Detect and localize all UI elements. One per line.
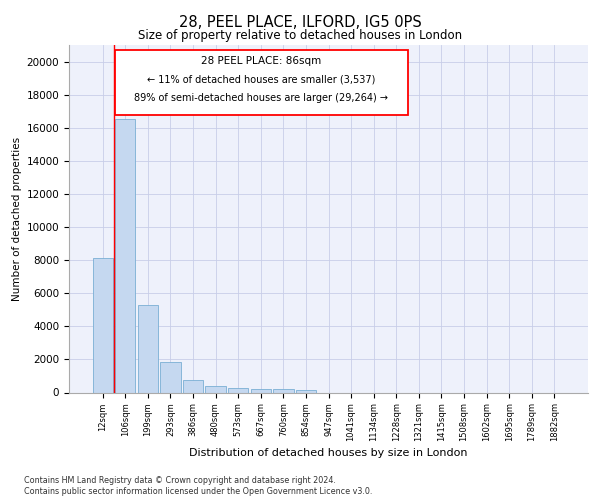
Text: 89% of semi-detached houses are larger (29,264) →: 89% of semi-detached houses are larger (…: [134, 92, 388, 102]
Text: 28 PEEL PLACE: 86sqm: 28 PEEL PLACE: 86sqm: [201, 56, 322, 66]
Text: Contains public sector information licensed under the Open Government Licence v3: Contains public sector information licen…: [24, 487, 373, 496]
Y-axis label: Number of detached properties: Number of detached properties: [13, 136, 22, 301]
Bar: [251, 389, 271, 392]
Text: Contains HM Land Registry data © Crown copyright and database right 2024.: Contains HM Land Registry data © Crown c…: [24, 476, 336, 485]
Bar: [296, 390, 316, 392]
Bar: [138, 305, 158, 392]
Bar: [92, 258, 113, 392]
Text: Size of property relative to detached houses in London: Size of property relative to detached ho…: [138, 29, 462, 42]
Text: 28, PEEL PLACE, ILFORD, IG5 0PS: 28, PEEL PLACE, ILFORD, IG5 0PS: [179, 15, 421, 30]
Bar: [228, 388, 248, 392]
Bar: [160, 362, 181, 392]
Bar: [205, 386, 226, 392]
Bar: [115, 120, 136, 392]
Bar: [183, 380, 203, 392]
Bar: [273, 390, 293, 392]
FancyBboxPatch shape: [115, 50, 407, 114]
Text: ← 11% of detached houses are smaller (3,537): ← 11% of detached houses are smaller (3,…: [147, 74, 376, 84]
X-axis label: Distribution of detached houses by size in London: Distribution of detached houses by size …: [189, 448, 468, 458]
